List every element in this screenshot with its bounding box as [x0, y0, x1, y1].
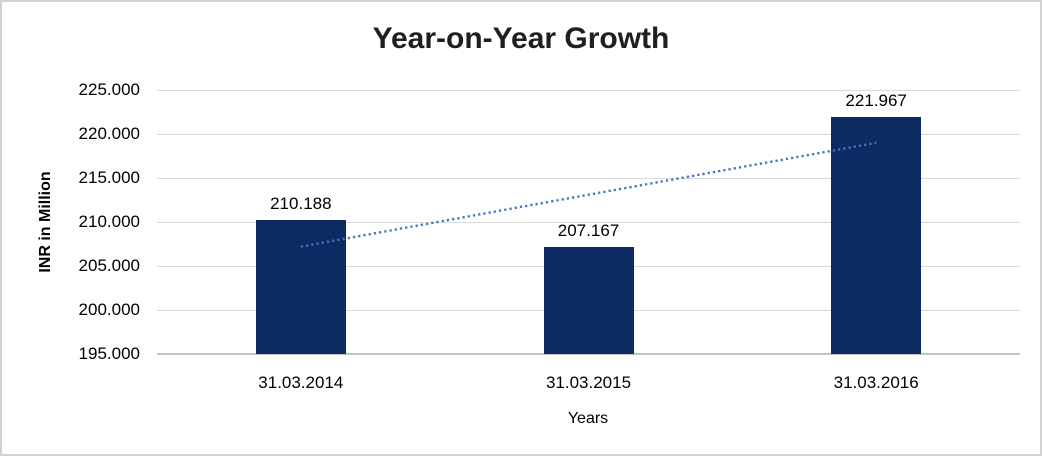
y-tick-label: 220.000: [78, 124, 140, 143]
x-axis-line: [157, 353, 1020, 355]
x-tick-label: 31.03.2016: [833, 373, 919, 392]
y-tick-label: 205.000: [78, 256, 140, 275]
y-tick-label: 195.000: [78, 344, 140, 363]
bar: [543, 246, 634, 354]
bar-value-label: 207.167: [557, 220, 620, 240]
chart-title: Year-on-Year Growth: [372, 22, 670, 55]
gridline: [157, 134, 1020, 135]
y-tick-label: 200.000: [78, 300, 140, 319]
x-tick-label: 31.03.2014: [258, 373, 344, 392]
y-tick-label: 215.000: [78, 168, 140, 187]
y-tick-label: 210.000: [78, 212, 140, 231]
y-tick-label: 225.000: [78, 80, 140, 99]
gridline: [157, 90, 1020, 91]
bar-value-label: 210.188: [270, 194, 332, 214]
x-tick-label: 31.03.2015: [545, 373, 632, 392]
x-axis-title: Years: [567, 410, 609, 427]
bar: [831, 116, 922, 354]
bar-value-label: 221.967: [845, 90, 907, 110]
bar: [255, 220, 346, 354]
